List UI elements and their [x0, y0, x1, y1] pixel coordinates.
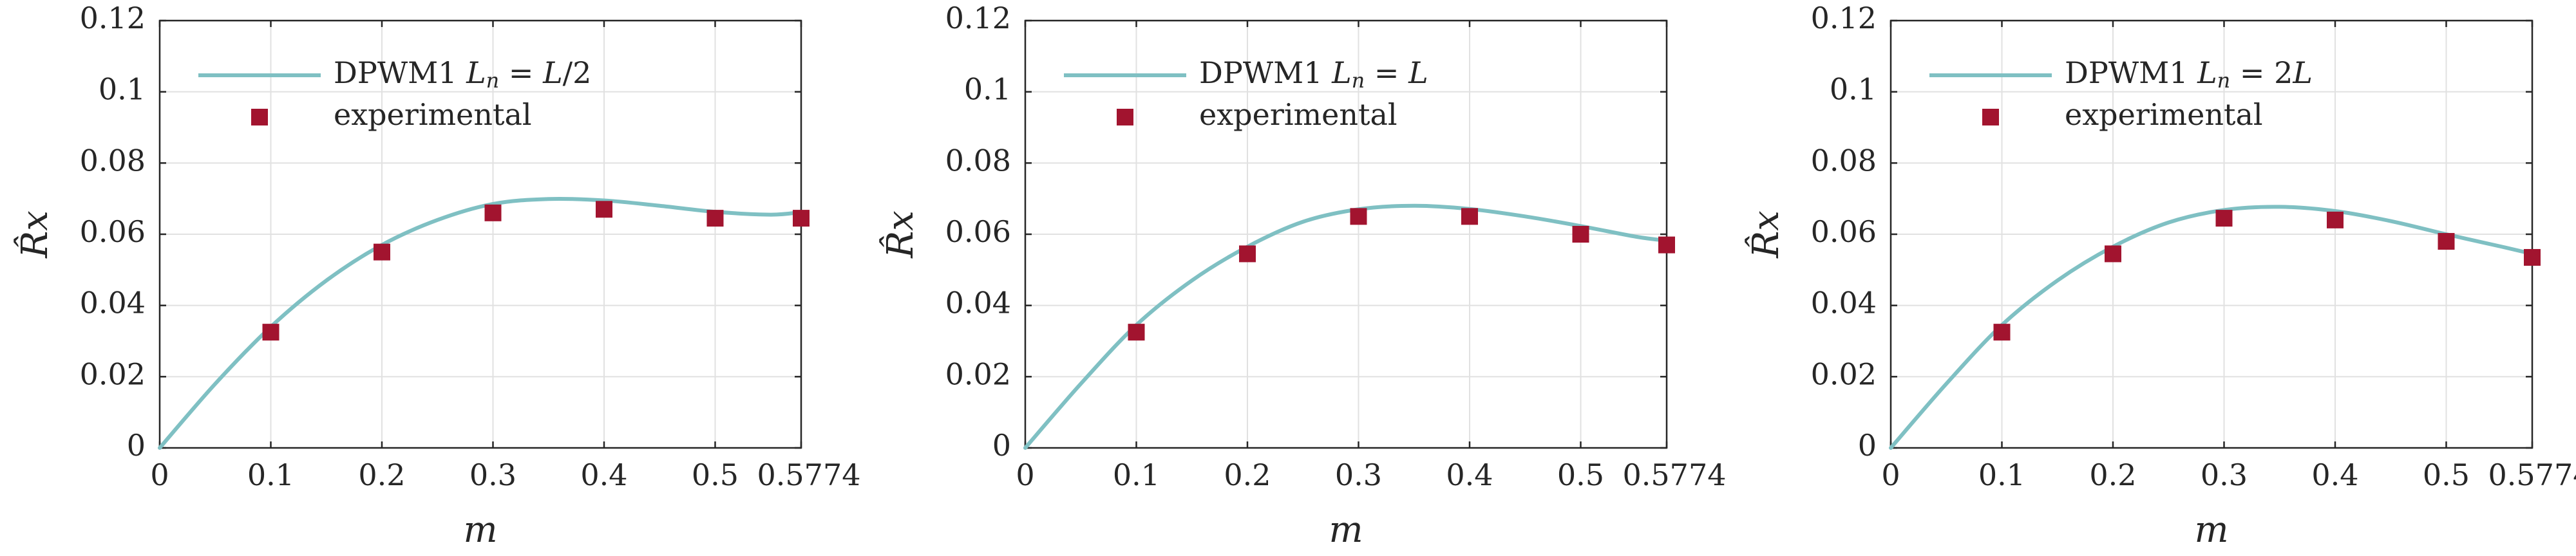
y-tick-label: 0.12: [1811, 1, 1877, 35]
experimental-point: [2215, 210, 2233, 227]
x-tick-label: 0.1: [1113, 458, 1160, 492]
x-tick-label: 0.5: [692, 458, 739, 492]
experimental-point: [2524, 248, 2541, 266]
dpwm1-curve: [1023, 203, 1669, 450]
x-tick-label: 0.1: [1978, 458, 2025, 492]
y-tick-label: 0.02: [1811, 357, 1877, 391]
y-tick-label: 0.12: [80, 1, 146, 35]
y-tick-label: 0.04: [945, 286, 1011, 320]
y-tick-label: 0.1: [99, 72, 146, 107]
legend-swatch-marker: [251, 109, 268, 125]
experimental-point: [706, 210, 724, 227]
y-tick-label: 0.08: [1811, 143, 1877, 178]
x-tick-label: 0.2: [2089, 458, 2136, 492]
y-tick-label: 0.1: [964, 72, 1011, 107]
experimental-point: [2438, 233, 2455, 250]
x-tick-label: 0.5774: [2488, 458, 2576, 492]
x-tick-label: 0.4: [580, 458, 627, 492]
y-axis-label: R̂x: [878, 210, 922, 259]
x-tick-label: 0.2: [1224, 458, 1271, 492]
experimental-point: [595, 201, 612, 218]
legend-swatch-marker: [1117, 109, 1133, 125]
chart-panel-3: 0 0.1 0.2 0.3 0.4 0.5 0.5774 0 0.02 0.04 0.06 0.08 0…: [1744, 1, 2576, 551]
y-tick-label: 0: [127, 428, 146, 463]
y-tick-label: 0.12: [945, 1, 1011, 35]
experimental-point: [793, 210, 810, 227]
experimental-point: [1350, 208, 1367, 225]
chart-panel-2: 0 0.1 0.2 0.3 0.4 0.5 0.5774 0 0.02 0.04 0.06 0.08 0…: [878, 1, 1727, 551]
x-axis-label: m: [1329, 509, 1363, 551]
x-tick-label: 0.2: [358, 458, 405, 492]
y-axis-label: R̂x: [1744, 210, 1787, 259]
x-tick-label: 0.4: [2311, 458, 2358, 492]
experimental-point: [373, 243, 390, 261]
y-tick-label: 0.08: [945, 143, 1011, 178]
x-axis-label: m: [2194, 509, 2228, 551]
x-tick-label: 0: [150, 458, 169, 492]
y-tick-label: 0.06: [80, 214, 146, 249]
experimental-point: [1461, 208, 1478, 225]
x-tick-label: 0.3: [2201, 458, 2248, 492]
legend-label-line: DPWM1 Ln = L: [1199, 55, 1428, 93]
experimental-point: [1572, 226, 1589, 243]
legend-label-experimental: experimental: [2065, 97, 2263, 132]
dpwm1-curve: [1889, 205, 2534, 450]
y-tick-label: 0.06: [1811, 214, 1877, 249]
y-tick-label: 0.02: [80, 357, 146, 391]
y-tick-label: 0.08: [80, 143, 146, 178]
dpwm1-curve: [158, 196, 803, 450]
y-tick-label: 0: [1858, 428, 1877, 463]
experimental-point: [1993, 324, 2011, 341]
x-tick-label: 0.5: [2423, 458, 2470, 492]
experimental-point: [1658, 236, 1675, 254]
y-tick-label: 0.02: [945, 357, 1011, 391]
x-tick-label: 0.5774: [1623, 458, 1727, 492]
x-tick-label: 0: [1016, 458, 1034, 492]
x-tick-label: 0.5: [1557, 458, 1604, 492]
y-tick-label: 0.04: [1811, 286, 1877, 320]
legend-label-line: DPWM1 Ln = L/2: [334, 55, 591, 93]
y-tick-label: 0.04: [80, 286, 146, 320]
x-tick-label: 0.3: [1335, 458, 1382, 492]
y-axis-label: R̂x: [13, 210, 56, 259]
experimental-point: [1238, 245, 1256, 263]
y-tick-label: 0: [992, 428, 1011, 463]
legend-label-experimental: experimental: [1199, 97, 1397, 132]
y-tick-label: 0.06: [945, 214, 1011, 249]
chart-panel-1: 0 0.1 0.2 0.3 0.4 0.5 0.5774 0 0.02 0.04 0.06 0.08 0…: [13, 1, 861, 551]
x-tick-label: 0.3: [469, 458, 516, 492]
legend-label-line: DPWM1 Ln = 2L: [2065, 55, 2313, 93]
x-tick-label: 0.1: [247, 458, 294, 492]
y-tick-label: 0.1: [1830, 72, 1877, 107]
experimental-point: [2104, 245, 2121, 263]
x-axis-label: m: [463, 509, 497, 551]
experimental-point: [262, 324, 279, 341]
x-tick-label: 0.4: [1446, 458, 1493, 492]
legend-swatch-marker: [1982, 109, 1999, 125]
experimental-point: [1128, 324, 1145, 341]
experimental-point: [484, 204, 502, 221]
legend-label-experimental: experimental: [334, 97, 532, 132]
x-tick-label: 0: [1881, 458, 1900, 492]
experimental-point: [2326, 211, 2344, 228]
x-tick-label: 0.5774: [757, 458, 861, 492]
